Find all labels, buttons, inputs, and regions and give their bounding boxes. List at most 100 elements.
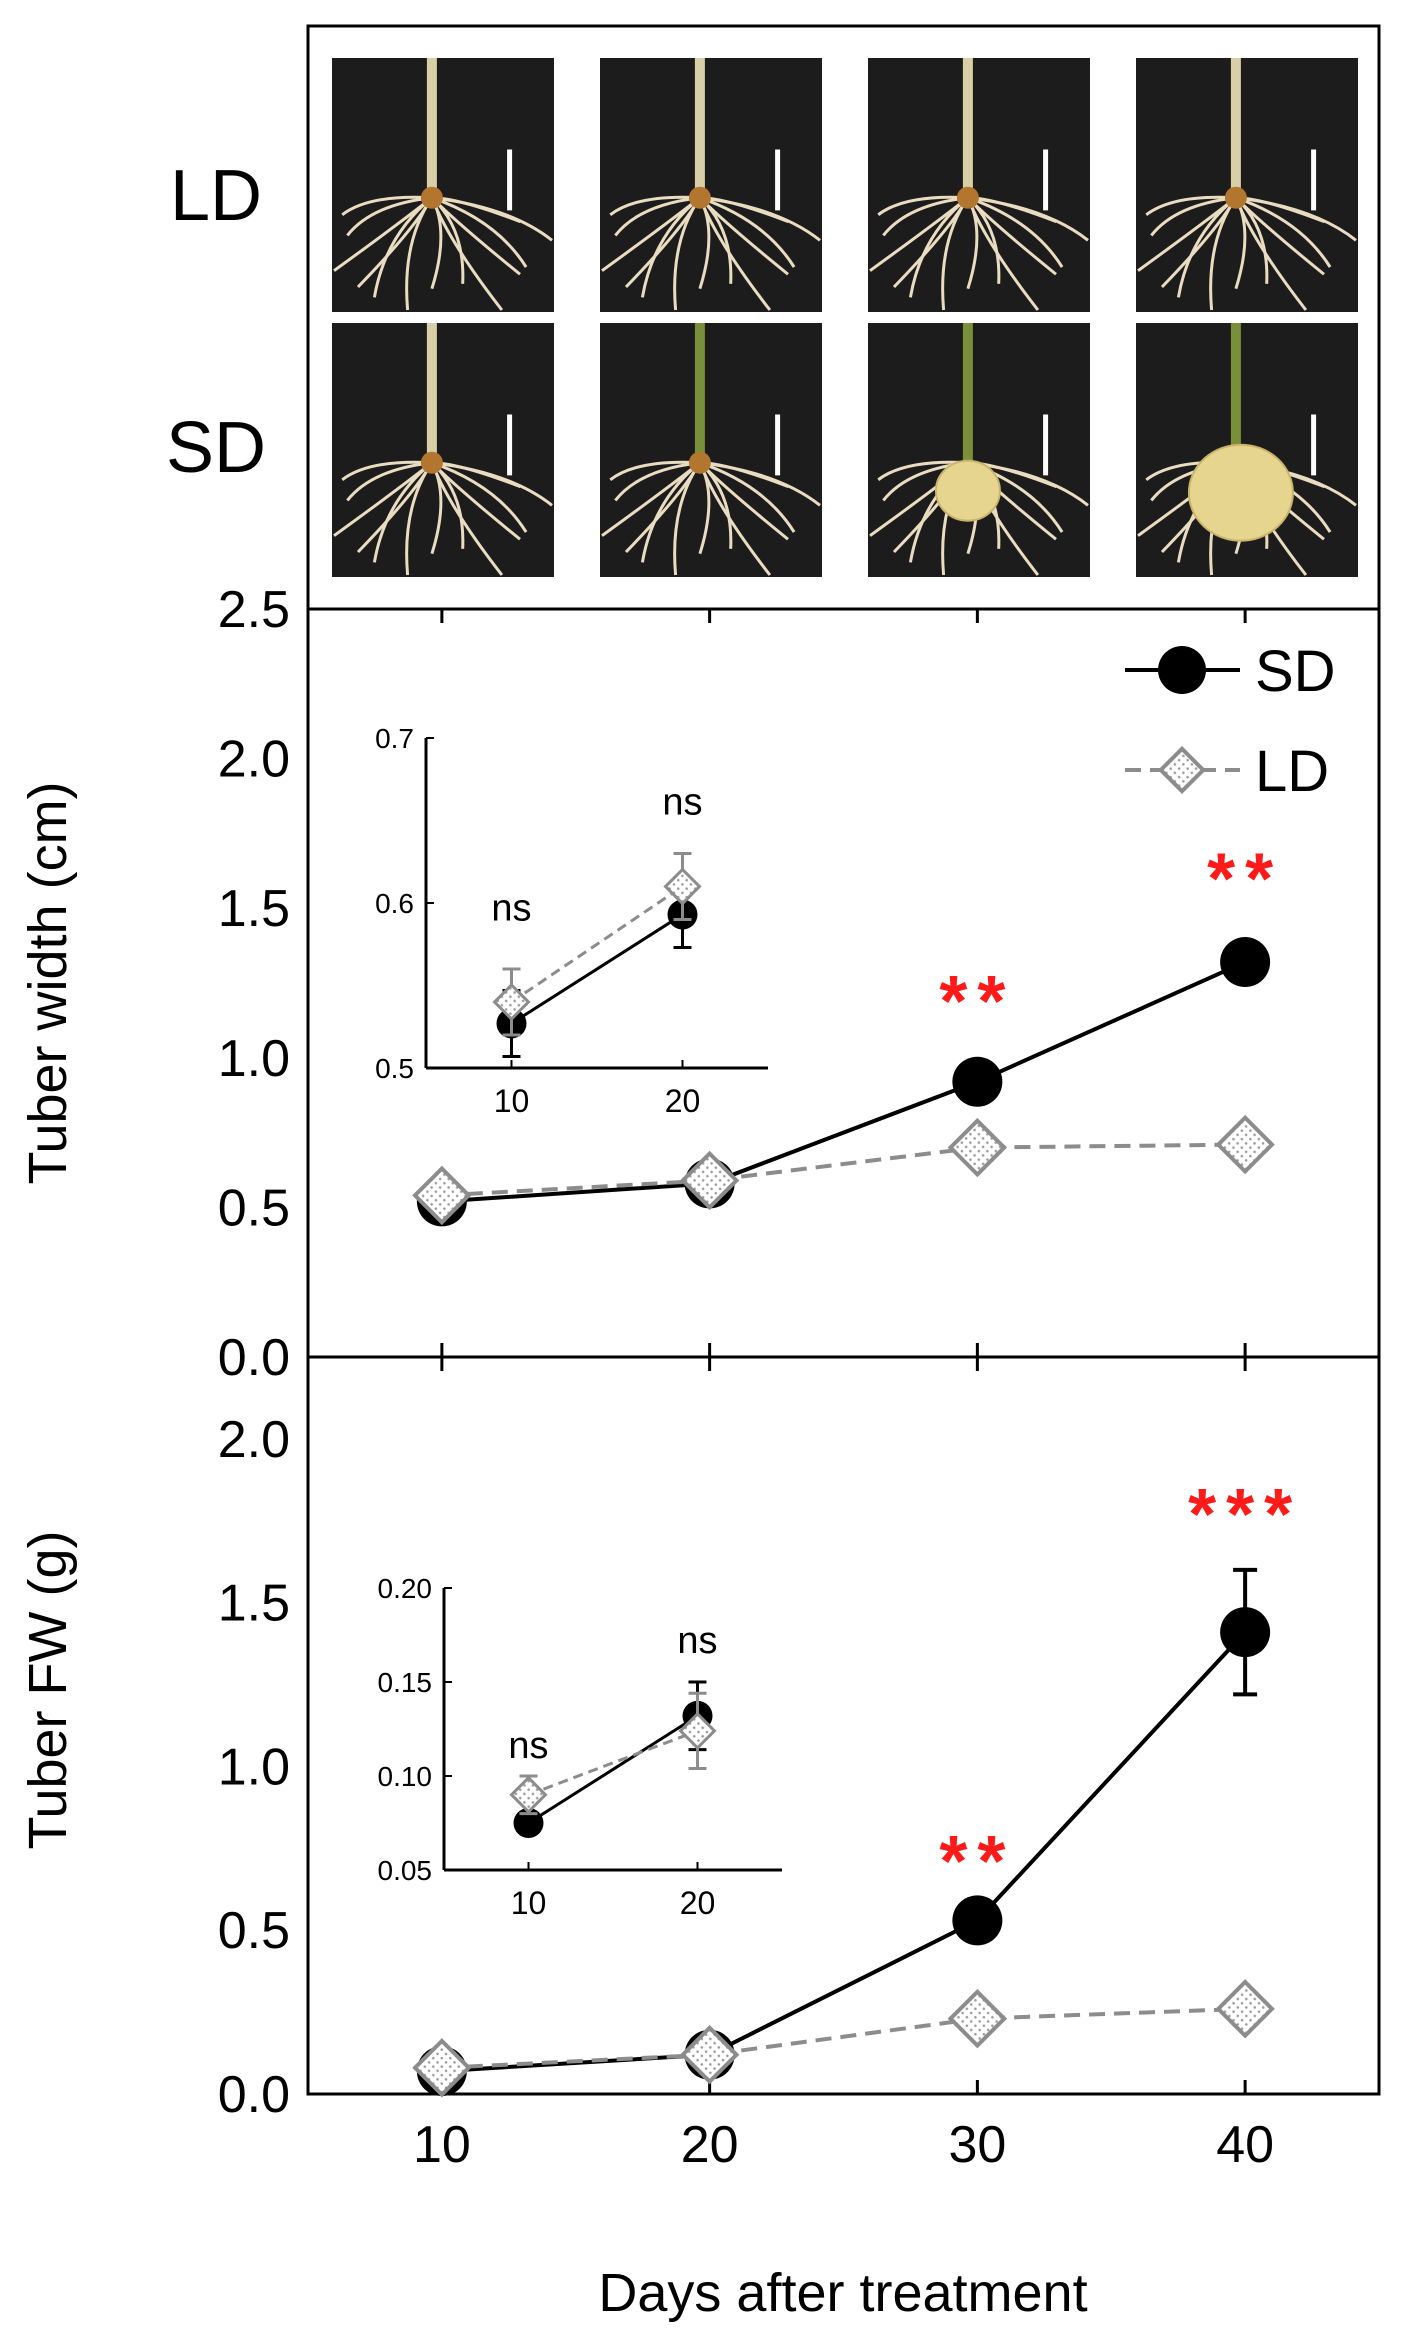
legend-ld-marker [1157,745,1207,795]
inset-series-line-sd [510,913,684,1025]
inset-y-tick-label: 0.7 [375,723,414,754]
photo-sd-day-30 [868,323,1090,577]
data-point-sd [952,1895,1003,1946]
data-point-ld [412,2038,472,2098]
root [609,460,700,481]
root [1235,196,1332,268]
photo-background [332,58,554,312]
photo-ld-day-30 [868,58,1090,312]
node [688,451,711,474]
y-tick-label: 0.0 [218,2066,290,2124]
plot-frame [306,607,1381,1359]
root [882,196,969,237]
inset-series-line-sd [527,1714,699,1825]
inset-y-tick-label: 0.5 [375,1053,414,1084]
data-point-ld [1215,1979,1275,2039]
inset-chart: 0.05 0.10 0.15 0.20 10 20 ns ns [378,1573,782,1921]
root [673,196,702,311]
inset-y-tick-label: 0.15 [378,1667,433,1698]
inset-x-tick-label: 20 [680,1885,716,1921]
inset-point-ld [663,867,702,906]
root [341,460,432,481]
node [688,186,711,209]
data-point-ld [679,2024,740,2085]
photo-ld-day-20 [600,58,822,312]
inset-point-sd [513,1808,544,1838]
inset-point-ld [509,1775,548,1814]
photo-sd-day-20 [600,323,822,577]
data-point-sd [1220,1607,1271,1658]
root [673,461,702,576]
node [1224,186,1247,209]
y-tick-label: 0.0 [218,1329,290,1387]
inset-x-tick-label: 10 [511,1885,547,1921]
root [405,196,434,311]
photo-sd-day-10 [332,323,554,577]
y-tick-label: 1.0 [218,1738,290,1796]
data-point-ld [412,1165,472,1226]
photo-background [332,323,554,577]
inset-ns-label: ns [662,782,702,824]
fw-y-axis-label: Tuber FW (g) [18,1530,78,1849]
root [967,196,1064,268]
root [346,461,433,502]
node [420,186,443,209]
chart-width: Tuber width (cm) SD LD 0.0 0.5 1.0 1.5 2.0 2.… [18,581,1381,1387]
inset-y-tick-label: 0.6 [375,888,414,919]
inset-x-tick-label: 20 [665,1083,701,1119]
chart-fw: Tuber FW (g) 0.00.51.01.52.010 20 30 40****… [18,1355,1381,2174]
y-tick-label: 1.5 [218,1575,290,1633]
inset-point-ld [678,1711,717,1750]
data-point-ld [947,1988,1008,2049]
significance-label: ** [939,962,1015,1042]
y-tick-label: 2.5 [218,581,290,639]
root [431,196,528,268]
data-point-ld [1215,1114,1275,1175]
data-point-ld [947,1117,1008,1178]
y-tick-label: 1.5 [218,880,290,938]
y-tick-label: 0.5 [218,1179,290,1237]
significance-label: ** [1207,839,1283,919]
inset-series-line-ld [510,885,684,1004]
y-tick-label: 0.5 [218,1902,290,1960]
photo-ld-day-10 [332,58,554,312]
series-line-sd [441,960,1246,1204]
x-tick-label: 10 [413,2116,471,2174]
significance-label: ** [939,1822,1015,1902]
data-point-sd [952,1056,1003,1107]
inset-ns-label: ns [491,887,531,929]
photo-background [868,323,1090,577]
photo-background [868,58,1090,312]
root [877,195,968,216]
inset-ns-label: ns [508,1725,548,1767]
root [346,196,433,237]
x-tick-label: 40 [1216,2116,1274,2174]
x-tick-label: 20 [681,2116,739,2174]
y-tick-label: 2.0 [218,731,290,789]
root [699,461,796,533]
root [431,461,528,533]
significance-label: *** [1188,1475,1302,1555]
root [614,196,701,237]
inset-point-ld [492,982,531,1022]
root [1145,195,1236,216]
photo-grid [332,58,1358,577]
legend-sd-marker [1158,646,1206,694]
inset-series-line-ld [527,1729,699,1797]
photo-panel: LD SD [166,24,1381,611]
root [609,195,700,216]
series-line-ld [441,2006,1246,2070]
photo-background [600,323,822,577]
inset-y-tick-label: 0.05 [378,1855,433,1886]
inset-chart: 0.5 0.6 0.7 10 20 ns ns [375,723,768,1119]
root [341,195,432,216]
plot-frame [306,1355,1381,2096]
x-axis-label: Days after treatment [598,2263,1087,2323]
data-point-sd [1220,937,1271,988]
photo-ld-day-40 [1136,58,1358,312]
y-tick-label: 1.0 [218,1030,290,1088]
photo-background [600,58,822,312]
width-legend: SD LD [1125,639,1336,804]
inset-ns-label: ns [677,1620,717,1662]
